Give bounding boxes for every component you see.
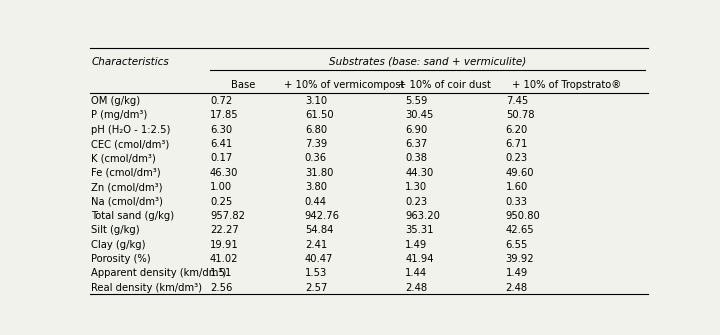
Text: 2.48: 2.48: [405, 283, 428, 293]
Text: 35.31: 35.31: [405, 225, 433, 235]
Text: Porosity (%): Porosity (%): [91, 254, 150, 264]
Text: 7.45: 7.45: [505, 96, 528, 106]
Text: K (cmol/dm³): K (cmol/dm³): [91, 153, 156, 163]
Text: 40.47: 40.47: [305, 254, 333, 264]
Text: OM (g/kg): OM (g/kg): [91, 96, 140, 106]
Text: 30.45: 30.45: [405, 110, 433, 120]
Text: 5.59: 5.59: [405, 96, 428, 106]
Text: Total sand (g/kg): Total sand (g/kg): [91, 211, 174, 221]
Text: 41.94: 41.94: [405, 254, 433, 264]
Text: 2.57: 2.57: [305, 283, 327, 293]
Text: Real density (km/dm³): Real density (km/dm³): [91, 283, 202, 293]
Text: 6.37: 6.37: [405, 139, 428, 149]
Text: 1.60: 1.60: [505, 182, 528, 192]
Text: 42.65: 42.65: [505, 225, 534, 235]
Text: Characteristics: Characteristics: [91, 57, 169, 67]
Text: 1.49: 1.49: [505, 268, 528, 278]
Text: 2.48: 2.48: [505, 283, 528, 293]
Text: 22.27: 22.27: [210, 225, 239, 235]
Text: 6.80: 6.80: [305, 125, 327, 135]
Text: 3.80: 3.80: [305, 182, 327, 192]
Text: 1.00: 1.00: [210, 182, 232, 192]
Text: 54.84: 54.84: [305, 225, 333, 235]
Text: 0.72: 0.72: [210, 96, 233, 106]
Text: 0.25: 0.25: [210, 197, 233, 207]
Text: Base: Base: [231, 80, 256, 90]
Text: 3.10: 3.10: [305, 96, 327, 106]
Text: + 10% of vermicompost: + 10% of vermicompost: [284, 80, 404, 90]
Text: 0.23: 0.23: [505, 153, 528, 163]
Text: 6.30: 6.30: [210, 125, 232, 135]
Text: 0.38: 0.38: [405, 153, 427, 163]
Text: 1.49: 1.49: [405, 240, 428, 250]
Text: 6.71: 6.71: [505, 139, 528, 149]
Text: pH (H₂O - 1:2.5): pH (H₂O - 1:2.5): [91, 125, 171, 135]
Text: 49.60: 49.60: [505, 168, 534, 178]
Text: 7.39: 7.39: [305, 139, 327, 149]
Text: 50.78: 50.78: [505, 110, 534, 120]
Text: Zn (cmol/dm³): Zn (cmol/dm³): [91, 182, 163, 192]
Text: 957.82: 957.82: [210, 211, 245, 221]
Text: 0.44: 0.44: [305, 197, 327, 207]
Text: Fe (cmol/dm³): Fe (cmol/dm³): [91, 168, 161, 178]
Text: 2.56: 2.56: [210, 283, 233, 293]
Text: 942.76: 942.76: [305, 211, 340, 221]
Text: Apparent density (km/dm³): Apparent density (km/dm³): [91, 268, 226, 278]
Text: CEC (cmol/dm³): CEC (cmol/dm³): [91, 139, 169, 149]
Text: 0.23: 0.23: [405, 197, 428, 207]
Text: 6.55: 6.55: [505, 240, 528, 250]
Text: 17.85: 17.85: [210, 110, 238, 120]
Text: 950.80: 950.80: [505, 211, 541, 221]
Text: 61.50: 61.50: [305, 110, 333, 120]
Text: 1.51: 1.51: [210, 268, 233, 278]
Text: 0.33: 0.33: [505, 197, 528, 207]
Text: 39.92: 39.92: [505, 254, 534, 264]
Text: Na (cmol/dm³): Na (cmol/dm³): [91, 197, 163, 207]
Text: 41.02: 41.02: [210, 254, 238, 264]
Text: 6.20: 6.20: [505, 125, 528, 135]
Text: Clay (g/kg): Clay (g/kg): [91, 240, 145, 250]
Text: P (mg/dm³): P (mg/dm³): [91, 110, 148, 120]
Text: 1.53: 1.53: [305, 268, 327, 278]
Text: 6.90: 6.90: [405, 125, 428, 135]
Text: + 10% of coir dust: + 10% of coir dust: [398, 80, 491, 90]
Text: 963.20: 963.20: [405, 211, 440, 221]
Text: 0.36: 0.36: [305, 153, 327, 163]
Text: 0.17: 0.17: [210, 153, 233, 163]
Text: 19.91: 19.91: [210, 240, 239, 250]
Text: 46.30: 46.30: [210, 168, 238, 178]
Text: 6.41: 6.41: [210, 139, 233, 149]
Text: + 10% of Tropstrato®: + 10% of Tropstrato®: [513, 80, 621, 90]
Text: 1.44: 1.44: [405, 268, 428, 278]
Text: 31.80: 31.80: [305, 168, 333, 178]
Text: Substrates (base: sand + vermiculite): Substrates (base: sand + vermiculite): [329, 57, 526, 67]
Text: 2.41: 2.41: [305, 240, 327, 250]
Text: Silt (g/kg): Silt (g/kg): [91, 225, 140, 235]
Text: 44.30: 44.30: [405, 168, 433, 178]
Text: 1.30: 1.30: [405, 182, 428, 192]
